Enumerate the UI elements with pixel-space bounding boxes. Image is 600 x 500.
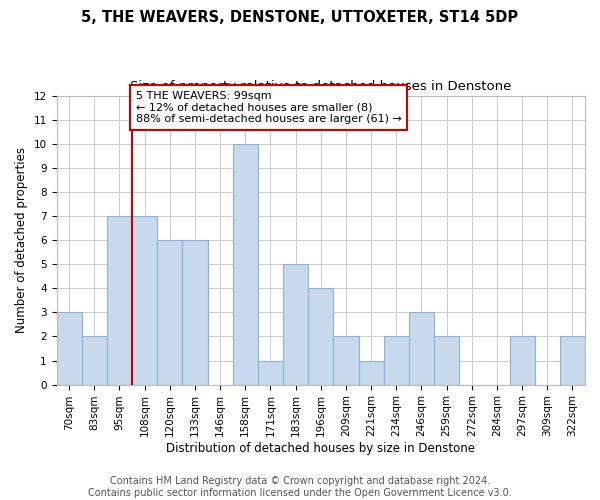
Text: 5 THE WEAVERS: 99sqm
← 12% of detached houses are smaller (8)
88% of semi-detach: 5 THE WEAVERS: 99sqm ← 12% of detached h… [136,91,401,124]
Bar [107,216,132,384]
Text: Contains HM Land Registry data © Crown copyright and database right 2024.
Contai: Contains HM Land Registry data © Crown c… [88,476,512,498]
Bar [157,240,182,384]
Y-axis label: Number of detached properties: Number of detached properties [15,147,28,333]
Bar [308,288,334,384]
Bar [409,312,434,384]
X-axis label: Distribution of detached houses by size in Denstone: Distribution of detached houses by size … [166,442,475,455]
Bar [132,216,157,384]
Bar [560,336,585,384]
Text: 5, THE WEAVERS, DENSTONE, UTTOXETER, ST14 5DP: 5, THE WEAVERS, DENSTONE, UTTOXETER, ST1… [82,10,518,25]
Bar [82,336,107,384]
Bar [509,336,535,384]
Bar [182,240,208,384]
Bar [359,360,383,384]
Title: Size of property relative to detached houses in Denstone: Size of property relative to detached ho… [130,80,511,93]
Bar [434,336,459,384]
Bar [233,144,258,384]
Bar [334,336,359,384]
Bar [258,360,283,384]
Bar [283,264,308,384]
Bar [56,312,82,384]
Bar [383,336,409,384]
